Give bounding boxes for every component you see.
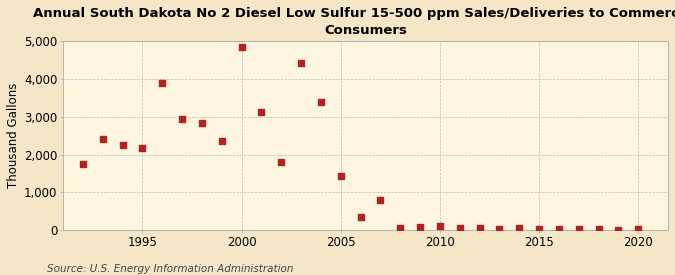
Point — [475, 226, 485, 230]
Point — [78, 162, 88, 166]
Point — [256, 110, 267, 114]
Point — [435, 224, 446, 229]
Point — [494, 226, 505, 231]
Point — [355, 214, 366, 219]
Point — [315, 100, 326, 104]
Point — [554, 227, 564, 231]
Text: Source: U.S. Energy Information Administration: Source: U.S. Energy Information Administ… — [47, 264, 294, 274]
Point — [414, 225, 425, 229]
Title: Annual South Dakota No 2 Diesel Low Sulfur 15-500 ppm Sales/Deliveries to Commer: Annual South Dakota No 2 Diesel Low Sulf… — [34, 7, 675, 37]
Point — [593, 227, 604, 231]
Point — [534, 227, 545, 231]
Point — [216, 139, 227, 143]
Point — [196, 120, 207, 125]
Point — [395, 226, 406, 230]
Point — [97, 137, 108, 142]
Point — [177, 116, 188, 121]
Point — [454, 226, 465, 230]
Point — [137, 145, 148, 150]
Point — [157, 80, 167, 85]
Point — [236, 44, 247, 49]
Point — [633, 227, 644, 231]
Point — [573, 227, 584, 232]
Point — [613, 227, 624, 232]
Point — [514, 226, 524, 231]
Y-axis label: Thousand Gallons: Thousand Gallons — [7, 83, 20, 188]
Point — [335, 174, 346, 178]
Point — [117, 143, 128, 147]
Point — [296, 61, 306, 65]
Point — [375, 197, 386, 202]
Point — [276, 160, 287, 164]
